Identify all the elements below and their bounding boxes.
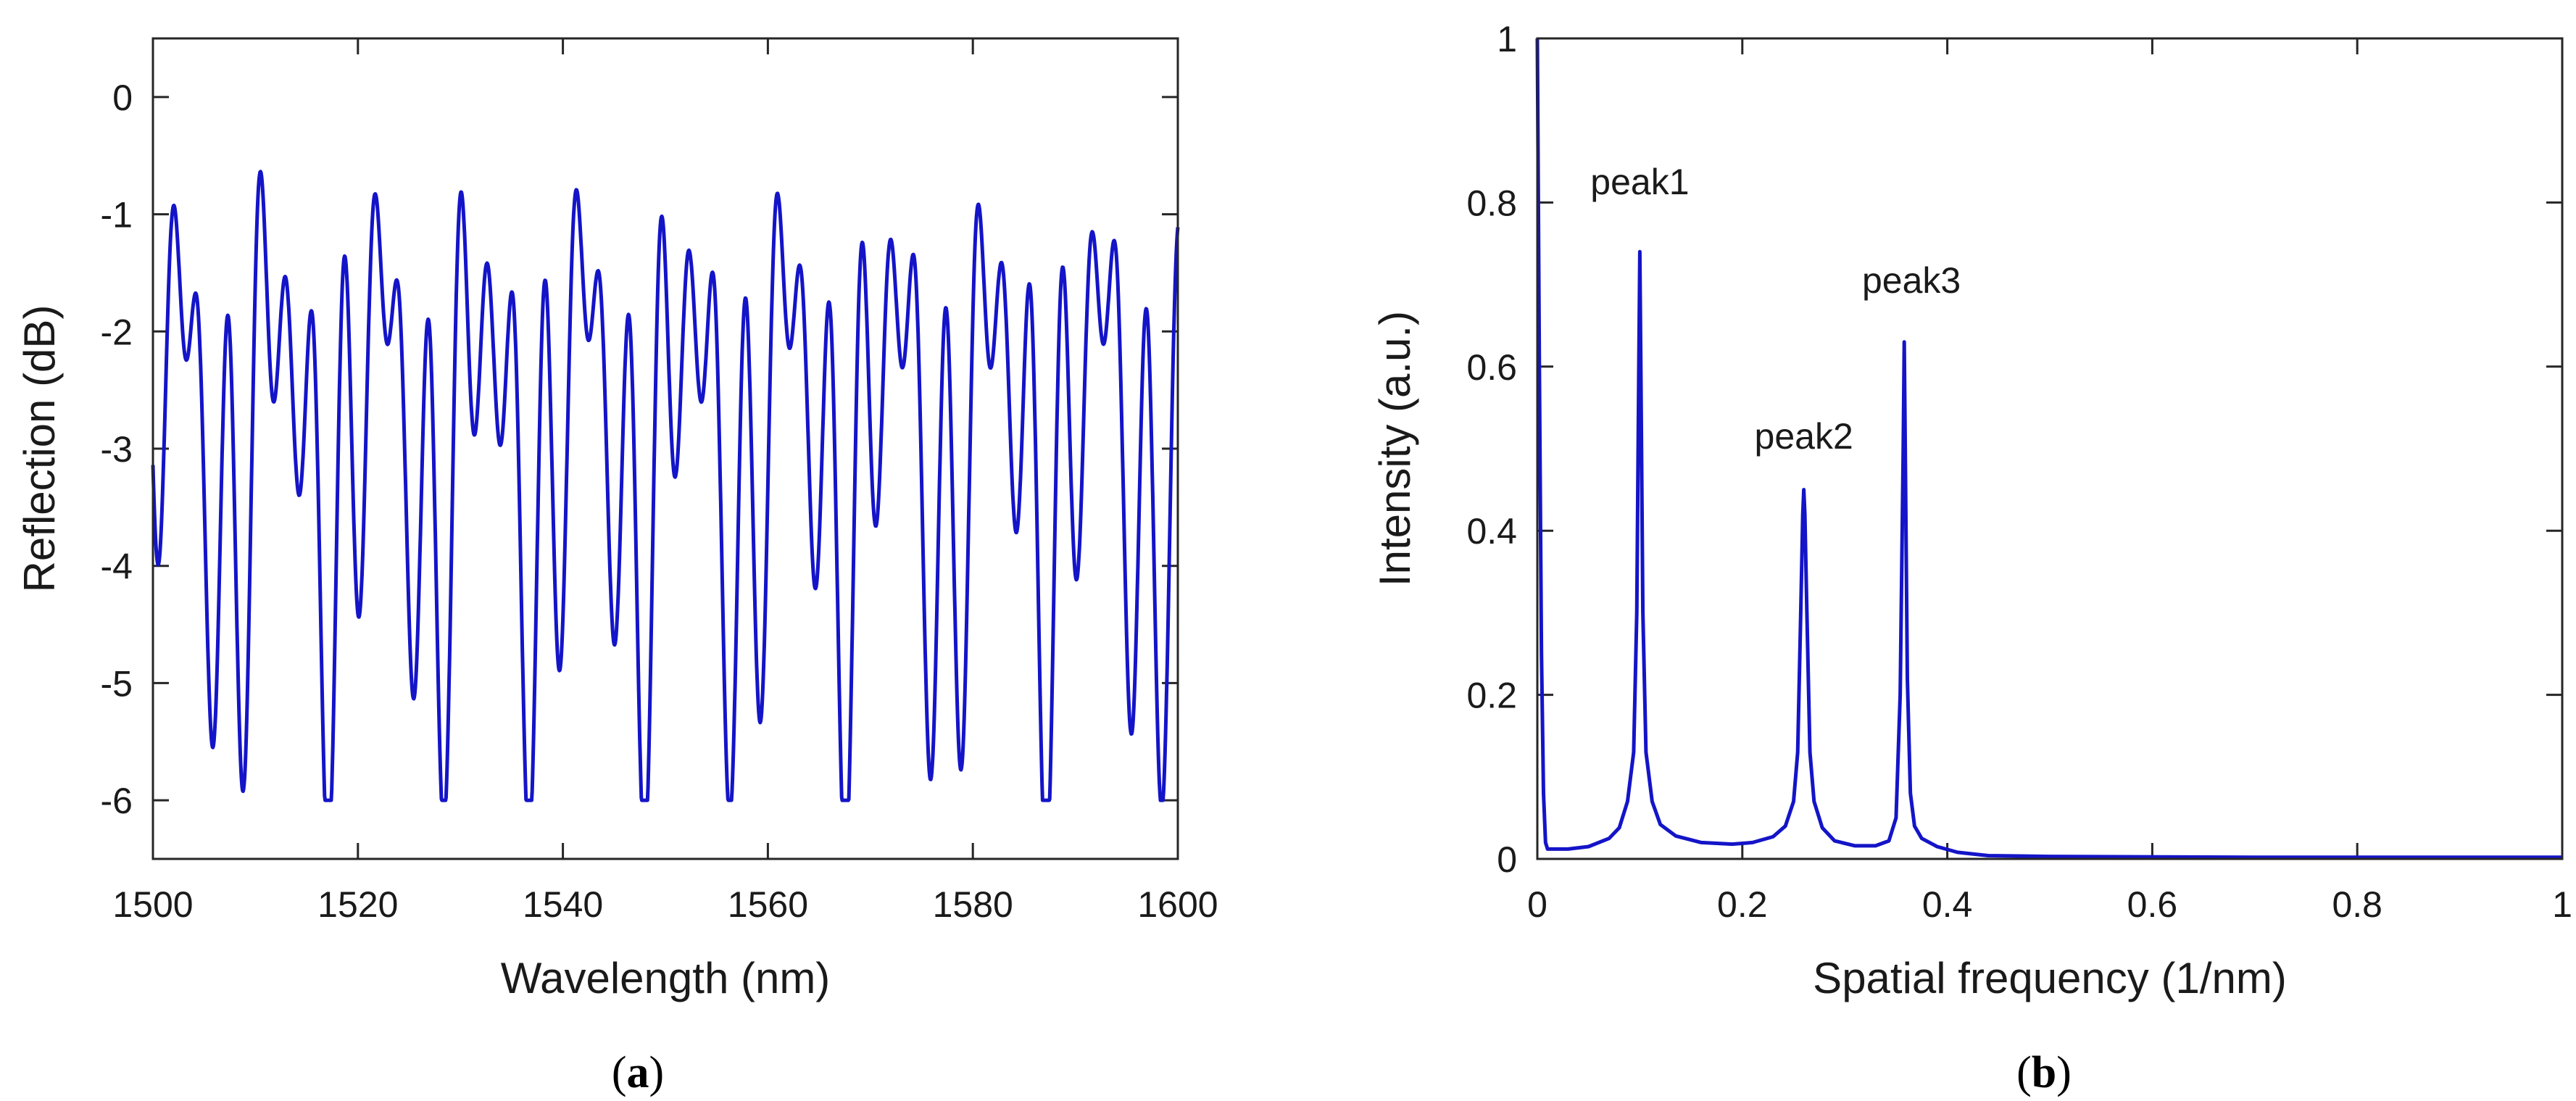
x-tick-label: 1 <box>2552 884 2572 925</box>
panel-a-x-axis-label: Wavelength (nm) <box>501 954 831 1002</box>
x-tick-label: 1560 <box>728 884 808 925</box>
chart-panel-b: 0 0.2 0.4 0.6 0.8 1 0 0.2 0.4 0.6 0.8 1 peak1 peak2… <box>1371 19 2572 1097</box>
panel-b-annotations: peak1 peak2 peak3 <box>1590 162 1961 457</box>
x-tick-label: 1540 <box>523 884 603 925</box>
panel-b-x-axis-label: Spatial frequency (1/nm) <box>1813 954 2287 1002</box>
panel-a-y-axis-label: Reflection (dB) <box>15 305 64 593</box>
y-tick-label: -6 <box>101 781 133 821</box>
panel-a-series-group <box>151 170 1180 802</box>
y-tick-label: 0.6 <box>1466 347 1517 388</box>
y-tick-label: 0.8 <box>1466 183 1517 223</box>
panel-b-series-group <box>1535 38 2562 860</box>
y-tick-label: -3 <box>101 429 133 470</box>
series-line <box>151 170 1180 802</box>
y-tick-label: 1 <box>1497 19 1517 59</box>
x-tick-label: 1600 <box>1137 884 1218 925</box>
y-tick-label: 0.4 <box>1466 511 1517 552</box>
y-tick-label: -1 <box>101 195 133 236</box>
x-tick-label: 0.8 <box>2332 884 2382 925</box>
peak-annotation: peak1 <box>1590 162 1689 202</box>
x-tick-label: 0.4 <box>1922 884 1973 925</box>
y-tick-label: -4 <box>101 547 133 587</box>
panel-b-caption-letter: b <box>2032 1048 2056 1097</box>
y-tick-label: -5 <box>101 663 133 704</box>
panel-a-caption: (a) <box>612 1048 664 1097</box>
y-tick-label: 0 <box>1497 839 1517 880</box>
x-tick-label: 1520 <box>317 884 398 925</box>
panel-b-x-tick-labels: 0 0.2 0.4 0.6 0.8 1 <box>1527 884 2572 925</box>
x-tick-label: 0.6 <box>2127 884 2178 925</box>
panel-b-y-tick-labels: 0 0.2 0.4 0.6 0.8 1 <box>1466 19 1517 880</box>
x-tick-label: 1580 <box>933 884 1013 925</box>
chart-panel-a: 1500 1520 1540 1560 1580 1600 0 -1 -2 -3 -4 -5 -6 W… <box>15 37 1218 1097</box>
peak-annotation: peak2 <box>1755 416 1853 457</box>
panel-a-x-tick-labels: 1500 1520 1540 1560 1580 1600 <box>112 884 1218 925</box>
panel-a-caption-close: ) <box>649 1048 665 1097</box>
series-line <box>1535 38 2562 860</box>
y-tick-label: -2 <box>101 312 133 352</box>
x-tick-label: 1500 <box>112 884 193 925</box>
panel-b-caption-close: ) <box>2056 1048 2072 1097</box>
panel-a-caption-letter: a <box>627 1048 649 1097</box>
x-tick-label: 0.2 <box>1717 884 1768 925</box>
peak-annotation: peak3 <box>1862 260 1961 301</box>
panel-b-caption: (b) <box>2016 1048 2072 1097</box>
panel-b-caption-open: ( <box>2016 1048 2032 1097</box>
y-tick-label: 0.2 <box>1466 676 1517 716</box>
panel-b-y-axis-label: Intensity (a.u.) <box>1371 311 1419 586</box>
panel-a-y-tick-labels: 0 -1 -2 -3 -4 -5 -6 <box>101 78 133 821</box>
x-tick-label: 0 <box>1527 884 1547 925</box>
panel-a-caption-open: ( <box>612 1048 627 1097</box>
panel-a-axes-frame <box>151 37 1179 860</box>
panel-b-axes-frame <box>1536 37 2564 860</box>
y-tick-label: 0 <box>112 78 133 118</box>
